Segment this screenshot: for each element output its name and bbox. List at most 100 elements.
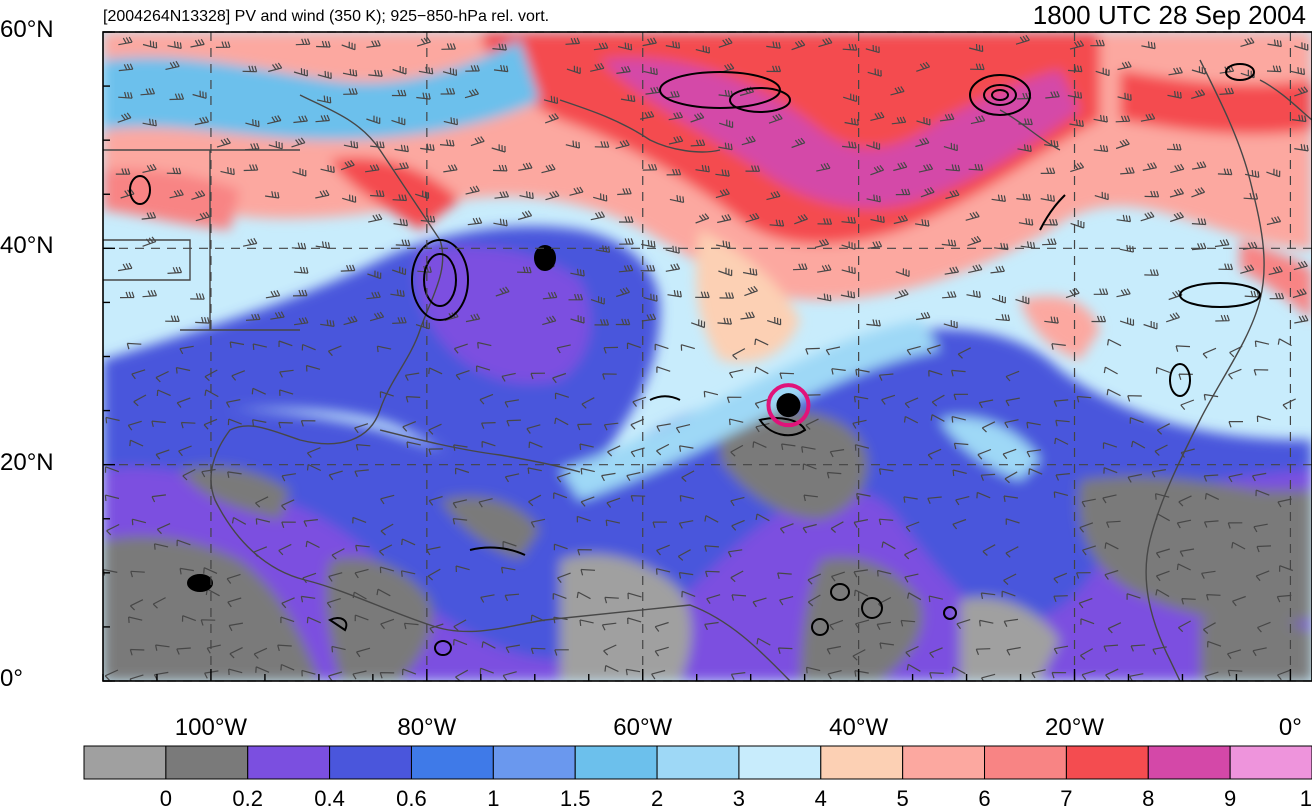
wind-barb: [1231, 541, 1246, 550]
wind-barb: [594, 141, 610, 148]
wind-barb: [854, 670, 869, 677]
wind-barb: [370, 190, 385, 197]
wind-barb: [679, 445, 694, 452]
wind-barb: [870, 215, 885, 223]
wind-barb: [1031, 669, 1046, 679]
wind-barb: [255, 496, 269, 508]
wind-barb: [852, 419, 867, 429]
wind-barb: [580, 568, 596, 576]
wind-barb: [303, 519, 318, 527]
wind-barb: [894, 289, 909, 300]
wind-barb: [291, 137, 306, 148]
colorbar-swatch: [247, 745, 331, 780]
wind-barb: [843, 93, 858, 102]
wind-barb: [1227, 522, 1243, 529]
wind-barb: [340, 160, 355, 171]
wind-barb: [465, 65, 480, 72]
wind-barb: [366, 115, 381, 125]
wind-barb: [745, 212, 760, 223]
wind-barb: [1051, 343, 1066, 350]
colorbar: [83, 745, 1312, 780]
wind-barb: [1003, 618, 1019, 627]
wind-barb: [402, 668, 417, 676]
wind-barb: [768, 113, 783, 124]
wind-barb: [1177, 620, 1191, 633]
colorbar-swatch: [410, 745, 494, 780]
wind-barb: [242, 65, 258, 73]
wind-barb: [519, 191, 534, 200]
wind-barb: [343, 140, 359, 149]
wind-barb: [654, 343, 669, 351]
wind-barb: [1103, 644, 1119, 652]
wind-barb: [975, 648, 991, 656]
wind-barb: [245, 313, 261, 321]
wind-barb: [267, 115, 282, 125]
wind-barb: [844, 118, 859, 126]
wind-barb: [279, 389, 294, 396]
wind-barb: [1191, 242, 1207, 251]
wind-barb: [690, 139, 706, 147]
wind-barb: [328, 572, 343, 582]
wind-barb: [416, 36, 431, 47]
wind-barb: [603, 422, 619, 431]
wind-barb: [465, 313, 481, 323]
wind-barb: [802, 463, 817, 470]
wind-barb: [576, 515, 591, 523]
wind-barb: [607, 445, 621, 457]
wind-barb: [492, 43, 507, 51]
wind-barb: [825, 346, 841, 356]
wind-barb: [730, 444, 744, 457]
wind-barb: [1244, 170, 1260, 178]
colorbar-swatch: [820, 745, 904, 780]
wind-barb: [392, 316, 407, 324]
wind-barb: [807, 573, 822, 585]
wind-barb: [752, 597, 767, 608]
wind-barb: [370, 141, 385, 149]
wind-barb: [504, 473, 520, 483]
wind-barb: [895, 268, 910, 277]
wind-barb: [1069, 119, 1084, 127]
wind-barb: [129, 599, 144, 611]
wind-barb: [464, 88, 479, 99]
wind-barb: [1053, 645, 1069, 655]
wind-barb: [706, 594, 721, 604]
wind-barb: [427, 568, 441, 581]
wind-barb: [904, 573, 919, 583]
wind-barb: [745, 165, 761, 172]
wind-barb: [1176, 563, 1191, 571]
wind-barb: [990, 265, 1005, 274]
wind-barb: [192, 90, 207, 99]
wind-barb: [801, 446, 816, 453]
colorbar-level-label: 9: [1224, 786, 1237, 811]
wind-barb: [1004, 471, 1018, 484]
wind-barb: [1105, 668, 1119, 680]
wind-barb: [1178, 495, 1192, 507]
wind-barb: [1055, 473, 1070, 481]
wind-barb: [941, 239, 957, 247]
wind-barb: [443, 117, 458, 126]
wind-barb: [852, 649, 866, 661]
wind-barb: [376, 588, 391, 597]
wind-barb: [541, 163, 556, 174]
wind-barb: [1152, 646, 1167, 655]
wind-barb: [1228, 421, 1243, 428]
wind-barb: [1206, 594, 1221, 601]
wind-barb: [1170, 163, 1185, 174]
storm-track-ring: [766, 383, 811, 428]
wind-barb: [190, 293, 205, 300]
wind-barb: [952, 469, 967, 477]
wind-barb: [1054, 437, 1069, 445]
wind-barb: [754, 338, 769, 346]
wind-barb: [305, 364, 321, 372]
wind-barb: [805, 418, 819, 430]
wind-barb: [278, 421, 293, 429]
wind-barb: [179, 345, 194, 355]
wind-barb: [1126, 593, 1141, 600]
wind-barb: [1129, 417, 1144, 424]
wind-barb: [394, 144, 409, 153]
storm-center-marker: [776, 393, 801, 418]
wind-barb: [465, 185, 480, 195]
wind-barb: [179, 567, 194, 575]
wind-barb: [506, 419, 521, 427]
wind-barb: [867, 68, 882, 77]
